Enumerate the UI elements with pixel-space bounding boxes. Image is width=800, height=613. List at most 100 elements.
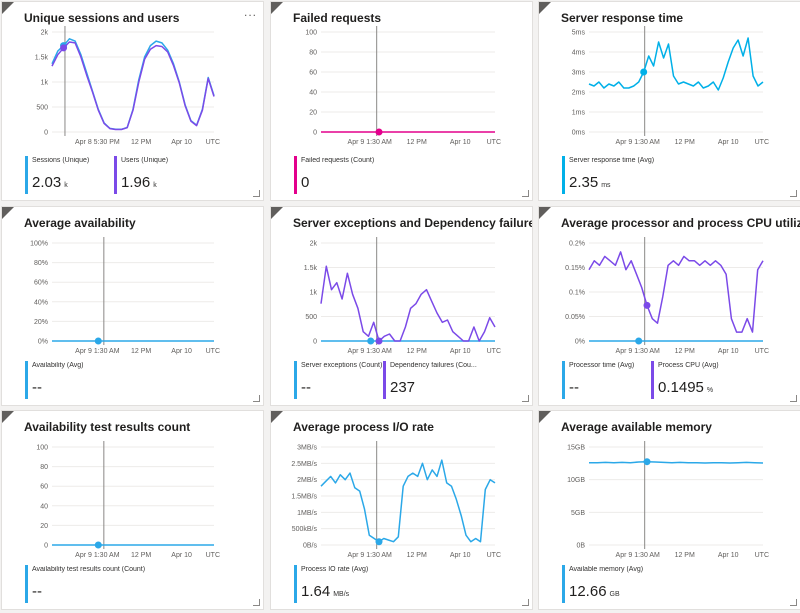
legend-item[interactable]: Available memory (Avg) 12.66 GB	[562, 565, 712, 603]
y-tick-label: 3ms	[572, 70, 586, 77]
legend-label: Server exceptions (Count)	[301, 362, 383, 369]
y-tick-label: 2k	[310, 241, 318, 248]
tile-title: Server exceptions and Dependency failure…	[293, 216, 533, 230]
chart[interactable]: 3MB/s 2.5MB/s 2MB/s 1.5MB/s 1MB/s 500kB/s 0B/s…	[271, 411, 533, 610]
tile-exceptions[interactable]: Server exceptions and Dependency failure…	[270, 206, 533, 406]
y-tick-label: 80	[309, 50, 317, 57]
legend-unit: k	[64, 182, 68, 189]
y-tick-label: 0.1%	[569, 290, 585, 297]
x-tick-label: UTC	[206, 348, 220, 355]
chart[interactable]: 100% 80% 60% 40% 20% 0% Apr 9 1:30 AM 12 PM Apr …	[2, 207, 264, 406]
resize-handle-icon[interactable]	[253, 395, 260, 402]
chart[interactable]: 2k 1.5k 1k 500 0 Apr 9 1:30 AM 12 PM Apr 10 UTC	[271, 207, 533, 406]
y-tick-label: 0.2%	[569, 241, 585, 248]
chart[interactable]: 100 80 60 40 20 0 Apr 9 1:30 AM 12 PM Apr 10 UTC	[271, 2, 533, 201]
chart[interactable]: 5ms 4ms 3ms 2ms 1ms 0ms Apr 9 1:30 AM 12 PM Apr …	[539, 2, 800, 201]
resize-handle-icon[interactable]	[253, 599, 260, 606]
resize-handle-icon[interactable]	[522, 395, 529, 402]
y-tick-label: 0	[44, 130, 48, 137]
y-tick-label: 1.5k	[304, 265, 318, 272]
cursor-point	[375, 538, 383, 546]
y-tick-label: 0	[44, 543, 48, 550]
legend-item[interactable]: Server response time (Avg) 2.35 ms	[562, 156, 712, 194]
series-line	[588, 37, 764, 91]
tile-response[interactable]: Server response time 5ms 4ms 3ms 2ms 1ms 0ms Ap…	[538, 1, 800, 201]
y-tick-label: 100	[305, 30, 317, 37]
legend-item[interactable]: Process IO rate (Avg) 1.64 MB/s	[294, 565, 444, 603]
tile-memory[interactable]: Average available memory 15GB 10GB 5GB 0B Apr…	[538, 410, 800, 610]
legend-item[interactable]: Sessions (Unique) 2.03 k	[25, 156, 110, 194]
legend-item[interactable]: Dependency failures (Cou... 237	[383, 361, 532, 399]
legend-color-bar	[562, 565, 565, 603]
resize-handle-icon[interactable]	[522, 599, 529, 606]
cursor-point	[643, 301, 651, 309]
chart[interactable]: 0.2% 0.15% 0.1% 0.05% 0% Apr 9 1:30 AM 12 PM Ap…	[539, 207, 800, 406]
x-tick-label: Apr 10	[718, 552, 739, 559]
tile-availability[interactable]: Average availability 100% 80% 60% 40% 20% 0% Ap…	[1, 206, 264, 406]
legend-value: --	[32, 379, 42, 396]
legend-item[interactable]: Availability (Avg) --	[25, 361, 175, 399]
legend-label: Available memory (Avg)	[569, 566, 644, 573]
legend-item[interactable]: Availability test results count (Count) -…	[25, 565, 175, 603]
y-tick-label: 500	[305, 314, 317, 321]
x-tick-label: 12 PM	[131, 552, 151, 559]
tile-io[interactable]: Average process I/O rate 3MB/s 2.5MB/s 2MB/…	[270, 410, 533, 610]
x-tick-label: Apr 10	[718, 348, 739, 355]
y-tick-label: 100	[36, 445, 48, 452]
legend-unit: %	[706, 387, 714, 394]
x-tick-label: 12 PM	[407, 348, 427, 355]
resize-handle-icon[interactable]	[790, 599, 797, 606]
x-tick-label: Apr 9 1:30 AM	[616, 552, 661, 559]
y-tick-label: 4ms	[572, 50, 586, 57]
legend-value: 0	[301, 174, 310, 191]
tile-sessions[interactable]: Unique sessions and users... 2k 1.5k 1k 500 0…	[1, 1, 264, 201]
legend-color-bar	[25, 156, 28, 194]
legend-item[interactable]: Process CPU (Avg) 0.1495%	[651, 361, 800, 399]
tile-cpu[interactable]: Average processor and process CPU utiliz…	[538, 206, 800, 406]
tile-availtest[interactable]: Availability test results count 100 80 60 40…	[1, 410, 264, 610]
legend-color-bar	[562, 361, 565, 399]
cursor-point	[635, 337, 643, 345]
y-tick-label: 40	[40, 503, 48, 510]
y-tick-label: 0	[313, 339, 317, 346]
legend-item[interactable]: Failed requests (Count) 0	[294, 156, 444, 194]
legend-label: Server response time (Avg)	[569, 157, 655, 164]
resize-handle-icon[interactable]	[790, 190, 797, 197]
legend-color-bar	[25, 361, 28, 399]
tile-failed[interactable]: Failed requests 100 80 60 40 20 0 Apr 9 1:30 AM…	[270, 1, 533, 201]
y-tick-label: 1ms	[572, 110, 586, 117]
y-tick-label: 1k	[310, 290, 318, 297]
x-tick-label: Apr 8 5:30 PM	[75, 139, 120, 146]
legend-item[interactable]: Processor time (Avg) --	[562, 361, 647, 399]
y-tick-label: 1k	[41, 80, 49, 87]
y-tick-label: 80%	[34, 260, 48, 267]
y-tick-label: 2.5MB/s	[291, 461, 317, 468]
x-tick-label: UTC	[755, 139, 769, 146]
legend-item[interactable]: Server exceptions (Count) --	[294, 361, 383, 399]
y-tick-label: 500kB/s	[292, 526, 318, 533]
x-tick-label: UTC	[755, 348, 769, 355]
y-tick-label: 0%	[575, 339, 585, 346]
resize-handle-icon[interactable]	[790, 395, 797, 402]
resize-handle-icon[interactable]	[522, 190, 529, 197]
legend-item[interactable]: Users (Unique) 1.96 k	[114, 156, 263, 194]
legend-value: 0.1495	[658, 379, 704, 396]
y-tick-label: 5GB	[571, 510, 585, 517]
legend-unit: MB/s	[333, 591, 350, 598]
cursor-point	[60, 44, 68, 52]
y-tick-label: 20	[309, 110, 317, 117]
resize-handle-icon[interactable]	[253, 190, 260, 197]
legend-label: Process CPU (Avg)	[658, 362, 719, 369]
tile-title: Average process I/O rate	[293, 420, 434, 434]
x-tick-label: Apr 10	[171, 348, 192, 355]
legend-color-bar	[651, 361, 654, 399]
x-tick-label: UTC	[487, 552, 501, 559]
chart[interactable]: 15GB 10GB 5GB 0B Apr 9 1:30 AM 12 PM Apr 10 UTC	[539, 411, 800, 610]
chart[interactable]: 2k 1.5k 1k 500 0 Apr 8 5:30 PM 12 PM Apr 10 UTC	[2, 2, 264, 201]
series-line	[320, 265, 496, 342]
x-tick-label: 12 PM	[675, 552, 695, 559]
legend-value: 2.35	[569, 174, 599, 191]
more-options-icon[interactable]: ...	[243, 5, 257, 19]
chart[interactable]: 100 80 60 40 20 0 Apr 9 1:30 AM 12 PM Apr 10 UTC	[2, 411, 264, 610]
tile-title: Average processor and process CPU utiliz…	[561, 216, 800, 230]
